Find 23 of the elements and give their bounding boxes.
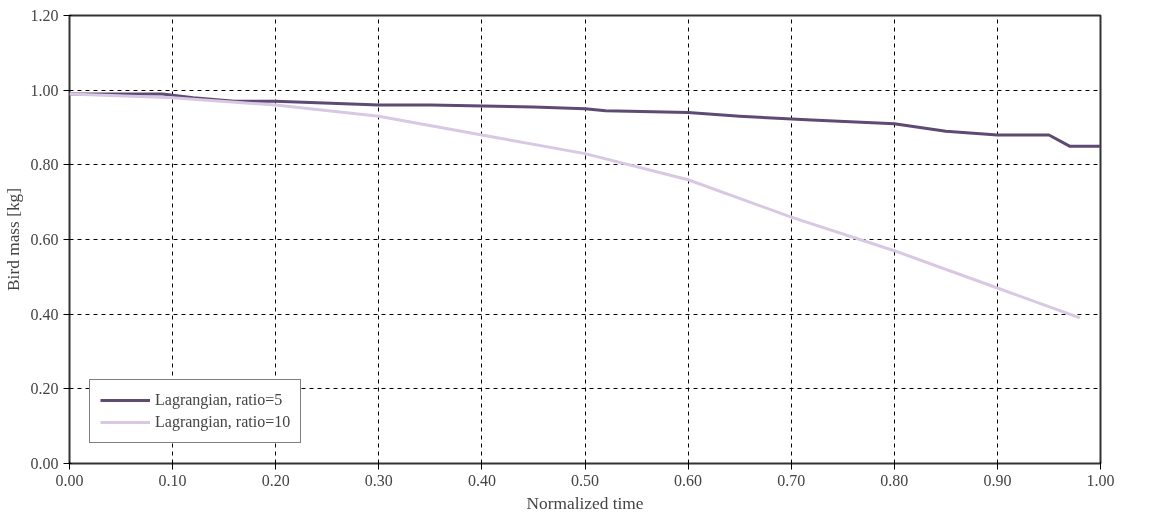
y-tick-label: 1.00 — [30, 81, 59, 99]
y-axis-title: Bird mass [kg] — [3, 188, 23, 291]
x-tick-label: 1.00 — [1086, 471, 1115, 489]
x-axis-title: Normalized time — [526, 493, 644, 513]
x-tick-label: 0.30 — [364, 471, 393, 489]
y-tick-label: 0.60 — [30, 231, 59, 248]
y-tick-label: 0.40 — [30, 305, 59, 323]
legend-label: Lagrangian, ratio=5 — [155, 391, 283, 409]
x-tick-label: 0.60 — [674, 471, 703, 489]
x-tick-label: 0.20 — [261, 471, 290, 489]
x-tick-label: 0.50 — [571, 471, 599, 489]
x-tick-label: 0.40 — [467, 471, 496, 489]
y-tick-label: 0.00 — [30, 455, 59, 472]
y-tick-label: 0.80 — [30, 156, 59, 174]
legend-label: Lagrangian, ratio=10 — [155, 413, 291, 431]
x-tick-label: 0.10 — [158, 471, 187, 489]
x-tick-label: 0.70 — [777, 471, 806, 489]
y-tick-label: 1.20 — [30, 7, 59, 24]
line-series — [69, 92, 1082, 320]
x-tick-label: 0.80 — [880, 471, 909, 489]
y-tick-label: 0.20 — [30, 380, 59, 398]
x-tick-label: 0.90 — [983, 471, 1012, 489]
x-tick-label: 0.00 — [55, 471, 84, 489]
